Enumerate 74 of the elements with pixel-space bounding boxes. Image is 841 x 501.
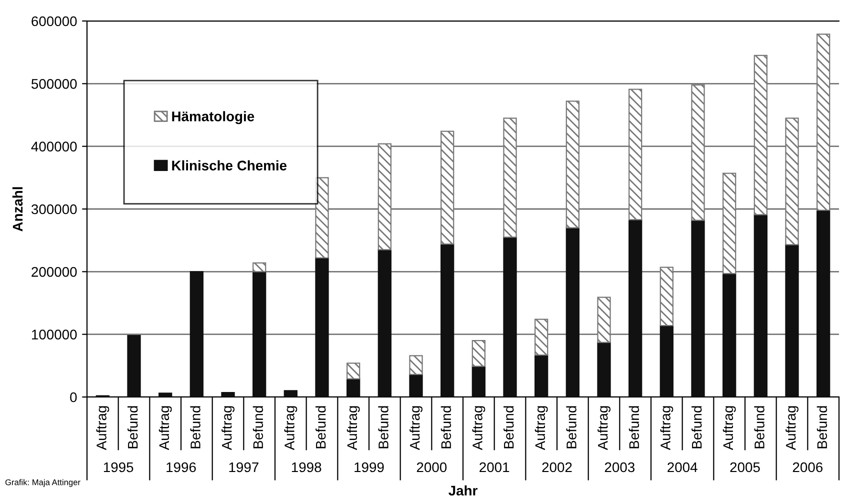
text: 2003 bbox=[604, 462, 635, 472]
bar bbox=[127, 335, 141, 397]
x-tick-label: Befund bbox=[628, 406, 640, 448]
text: 2001 bbox=[480, 462, 510, 472]
text: 1995 bbox=[104, 462, 134, 472]
y-tick-label: 100000 bbox=[32, 330, 77, 340]
text: 2005 bbox=[730, 462, 760, 472]
bar bbox=[534, 354, 548, 397]
x-tick-label: Auftrag bbox=[222, 406, 234, 450]
x-tick-label: Auftrag bbox=[410, 406, 422, 450]
x-tick-label: Auftrag bbox=[722, 406, 736, 450]
y-tick-label: 200000 bbox=[32, 267, 77, 277]
y-tick-label: 300000 bbox=[31, 204, 77, 214]
x-tick-label: Befund bbox=[754, 406, 764, 448]
bar bbox=[315, 257, 329, 397]
text: 2004 bbox=[668, 462, 698, 472]
text: 1997 bbox=[229, 462, 258, 472]
bar bbox=[754, 214, 768, 397]
bar bbox=[691, 220, 705, 397]
x-tick-label: Befund bbox=[816, 406, 828, 448]
bar bbox=[378, 249, 392, 397]
text: Grafik: Maja Attinger bbox=[5, 479, 80, 487]
bar bbox=[346, 362, 360, 380]
bar bbox=[190, 271, 204, 397]
text: 2002 bbox=[542, 462, 572, 472]
bar bbox=[660, 325, 674, 397]
x-tick-label: Auftrag bbox=[96, 406, 110, 450]
x-tick-label: Befund bbox=[252, 406, 264, 448]
x-axis-title: Jahr bbox=[448, 485, 478, 496]
y-axis-title: Anzahl bbox=[12, 187, 23, 232]
y-tick-label: 600000 bbox=[32, 16, 77, 26]
bar bbox=[816, 210, 830, 397]
x-tick-label: Auftrag bbox=[472, 406, 486, 450]
bar bbox=[722, 272, 736, 397]
x-tick-label: Auftrag bbox=[786, 406, 798, 450]
bar bbox=[409, 355, 423, 375]
x-tick-label: Auftrag bbox=[346, 406, 360, 450]
bar bbox=[346, 378, 360, 397]
y-tick-label: 0 bbox=[70, 392, 77, 402]
legend-label: Hämatologie bbox=[172, 111, 254, 124]
text: 2006 bbox=[792, 462, 823, 472]
bar bbox=[158, 392, 172, 397]
x-tick-label: Befund bbox=[692, 406, 702, 448]
x-tick-label: Befund bbox=[128, 406, 138, 448]
x-tick-label: Auftrag bbox=[534, 406, 548, 450]
bar bbox=[472, 366, 486, 397]
x-tick-label: Befund bbox=[316, 406, 326, 448]
text: 1998 bbox=[292, 462, 322, 472]
x-tick-label: Auftrag bbox=[598, 406, 610, 450]
bar bbox=[472, 340, 486, 367]
bar bbox=[252, 271, 266, 397]
bar bbox=[221, 392, 235, 397]
bar bbox=[628, 219, 642, 397]
x-tick-label: Auftrag bbox=[284, 406, 298, 450]
bar bbox=[597, 342, 611, 397]
bar bbox=[785, 244, 799, 397]
x-tick-label: Befund bbox=[190, 406, 200, 448]
text: 1996 bbox=[166, 462, 196, 472]
text: 2000 bbox=[416, 462, 447, 472]
bar bbox=[409, 374, 423, 397]
x-tick-label: Befund bbox=[566, 406, 576, 448]
bar bbox=[284, 390, 298, 397]
y-tick-label: 400000 bbox=[31, 142, 77, 152]
x-tick-label: Befund bbox=[378, 406, 388, 448]
x-tick-label: Auftrag bbox=[158, 406, 172, 450]
y-tick-label: 500000 bbox=[31, 79, 77, 89]
x-tick-label: Befund bbox=[504, 406, 514, 448]
bar bbox=[440, 244, 454, 397]
x-tick-label: Auftrag bbox=[660, 406, 674, 450]
bar bbox=[503, 236, 517, 397]
x-tick-label: Befund bbox=[440, 406, 452, 448]
text: 1999 bbox=[354, 462, 384, 472]
legend-label: Klinische Chemie bbox=[172, 160, 287, 170]
bar bbox=[566, 227, 580, 397]
